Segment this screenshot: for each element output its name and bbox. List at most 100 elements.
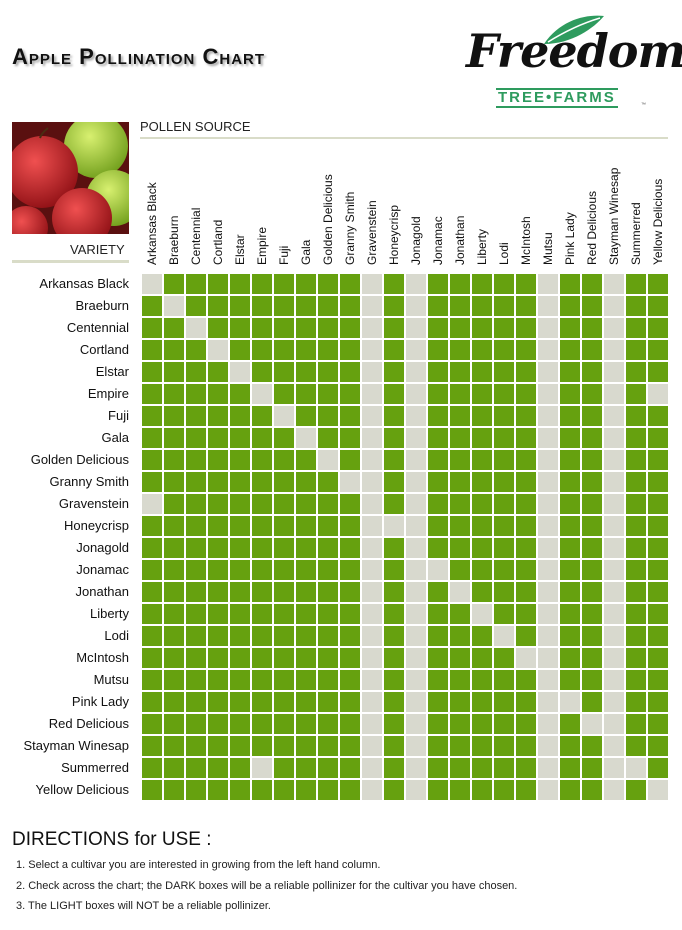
reliable-pollinizer-cell bbox=[582, 692, 602, 712]
reliable-pollinizer-cell bbox=[582, 384, 602, 404]
reliable-pollinizer-cell bbox=[450, 340, 470, 360]
unreliable-pollinizer-cell bbox=[406, 582, 426, 602]
unreliable-pollinizer-cell bbox=[648, 384, 668, 404]
reliable-pollinizer-cell bbox=[318, 362, 338, 382]
reliable-pollinizer-cell bbox=[494, 538, 514, 558]
reliable-pollinizer-cell bbox=[494, 714, 514, 734]
unreliable-pollinizer-cell bbox=[538, 406, 558, 426]
reliable-pollinizer-cell bbox=[626, 450, 646, 470]
unreliable-pollinizer-cell bbox=[516, 648, 536, 668]
reliable-pollinizer-cell bbox=[274, 274, 294, 294]
reliable-pollinizer-cell bbox=[318, 670, 338, 690]
reliable-pollinizer-cell bbox=[648, 714, 668, 734]
reliable-pollinizer-cell bbox=[648, 626, 668, 646]
reliable-pollinizer-cell bbox=[274, 494, 294, 514]
reliable-pollinizer-cell bbox=[648, 670, 668, 690]
reliable-pollinizer-cell bbox=[472, 340, 492, 360]
reliable-pollinizer-cell bbox=[318, 340, 338, 360]
column-header-label: Pink Lady bbox=[563, 212, 577, 265]
reliable-pollinizer-cell bbox=[208, 780, 228, 800]
reliable-pollinizer-cell bbox=[516, 318, 536, 338]
reliable-pollinizer-cell bbox=[626, 538, 646, 558]
reliable-pollinizer-cell bbox=[450, 780, 470, 800]
reliable-pollinizer-cell bbox=[494, 560, 514, 580]
column-header: Jonagold bbox=[406, 155, 426, 265]
reliable-pollinizer-cell bbox=[340, 714, 360, 734]
reliable-pollinizer-cell bbox=[560, 538, 580, 558]
reliable-pollinizer-cell bbox=[384, 494, 404, 514]
column-header: Stayman Winesap bbox=[604, 155, 624, 265]
row-label: Stayman Winesap bbox=[23, 738, 130, 753]
unreliable-pollinizer-cell bbox=[406, 296, 426, 316]
reliable-pollinizer-cell bbox=[516, 714, 536, 734]
reliable-pollinizer-cell bbox=[318, 736, 338, 756]
reliable-pollinizer-cell bbox=[384, 384, 404, 404]
unreliable-pollinizer-cell bbox=[362, 758, 382, 778]
reliable-pollinizer-cell bbox=[494, 758, 514, 778]
column-header: McIntosh bbox=[516, 155, 536, 265]
reliable-pollinizer-cell bbox=[340, 384, 360, 404]
unreliable-pollinizer-cell bbox=[362, 670, 382, 690]
reliable-pollinizer-cell bbox=[252, 604, 272, 624]
reliable-pollinizer-cell bbox=[274, 626, 294, 646]
reliable-pollinizer-cell bbox=[296, 450, 316, 470]
reliable-pollinizer-cell bbox=[340, 516, 360, 536]
column-header-label: Centennial bbox=[189, 207, 203, 265]
reliable-pollinizer-cell bbox=[186, 538, 206, 558]
reliable-pollinizer-cell bbox=[384, 736, 404, 756]
reliable-pollinizer-cell bbox=[472, 780, 492, 800]
reliable-pollinizer-cell bbox=[296, 582, 316, 602]
reliable-pollinizer-cell bbox=[560, 362, 580, 382]
reliable-pollinizer-cell bbox=[142, 296, 162, 316]
reliable-pollinizer-cell bbox=[142, 516, 162, 536]
reliable-pollinizer-cell bbox=[626, 340, 646, 360]
reliable-pollinizer-cell bbox=[428, 648, 448, 668]
unreliable-pollinizer-cell bbox=[362, 274, 382, 294]
reliable-pollinizer-cell bbox=[142, 714, 162, 734]
row-label: Cortland bbox=[79, 342, 129, 357]
unreliable-pollinizer-cell bbox=[362, 560, 382, 580]
reliable-pollinizer-cell bbox=[186, 362, 206, 382]
reliable-pollinizer-cell bbox=[516, 494, 536, 514]
reliable-pollinizer-cell bbox=[582, 670, 602, 690]
reliable-pollinizer-cell bbox=[318, 626, 338, 646]
reliable-pollinizer-cell bbox=[164, 758, 184, 778]
reliable-pollinizer-cell bbox=[186, 758, 206, 778]
reliable-pollinizer-cell bbox=[274, 780, 294, 800]
reliable-pollinizer-cell bbox=[516, 274, 536, 294]
column-header: Gravenstein bbox=[362, 155, 382, 265]
unreliable-pollinizer-cell bbox=[186, 318, 206, 338]
reliable-pollinizer-cell bbox=[516, 450, 536, 470]
row-label: Lodi bbox=[104, 628, 129, 643]
reliable-pollinizer-cell bbox=[252, 670, 272, 690]
reliable-pollinizer-cell bbox=[164, 626, 184, 646]
column-header-label: Empire bbox=[255, 226, 269, 265]
reliable-pollinizer-cell bbox=[428, 516, 448, 536]
reliable-pollinizer-cell bbox=[340, 494, 360, 514]
reliable-pollinizer-cell bbox=[428, 428, 448, 448]
reliable-pollinizer-cell bbox=[626, 362, 646, 382]
reliable-pollinizer-cell bbox=[296, 296, 316, 316]
reliable-pollinizer-cell bbox=[472, 516, 492, 536]
reliable-pollinizer-cell bbox=[582, 516, 602, 536]
reliable-pollinizer-cell bbox=[142, 472, 162, 492]
unreliable-pollinizer-cell bbox=[538, 626, 558, 646]
reliable-pollinizer-cell bbox=[582, 736, 602, 756]
reliable-pollinizer-cell bbox=[252, 626, 272, 646]
reliable-pollinizer-cell bbox=[626, 406, 646, 426]
reliable-pollinizer-cell bbox=[296, 780, 316, 800]
reliable-pollinizer-cell bbox=[274, 384, 294, 404]
unreliable-pollinizer-cell bbox=[406, 516, 426, 536]
reliable-pollinizer-cell bbox=[164, 450, 184, 470]
reliable-pollinizer-cell bbox=[318, 318, 338, 338]
reliable-pollinizer-cell bbox=[516, 582, 536, 602]
unreliable-pollinizer-cell bbox=[362, 406, 382, 426]
unreliable-pollinizer-cell bbox=[604, 494, 624, 514]
reliable-pollinizer-cell bbox=[428, 274, 448, 294]
reliable-pollinizer-cell bbox=[252, 296, 272, 316]
reliable-pollinizer-cell bbox=[648, 736, 668, 756]
unreliable-pollinizer-cell bbox=[538, 450, 558, 470]
reliable-pollinizer-cell bbox=[318, 648, 338, 668]
reliable-pollinizer-cell bbox=[274, 714, 294, 734]
reliable-pollinizer-cell bbox=[516, 516, 536, 536]
